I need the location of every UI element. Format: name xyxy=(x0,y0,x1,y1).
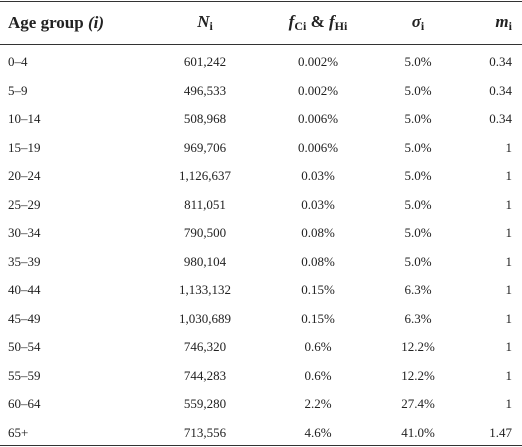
table-cell: 0.002% xyxy=(297,54,339,69)
header-text: & xyxy=(306,12,329,31)
table-cell: 6.3% xyxy=(404,282,432,297)
table-cell: 5.0% xyxy=(404,54,432,69)
table-cell: 5–9 xyxy=(8,82,28,98)
table-cell: 45–49 xyxy=(8,310,41,326)
table-cell: 1,030,689 xyxy=(179,310,231,326)
table-cell: 5.0% xyxy=(404,111,432,126)
table-cell: 0.08% xyxy=(301,225,335,240)
header-rule xyxy=(0,44,522,45)
table-cell: 559,280 xyxy=(183,396,227,411)
bottom-rule xyxy=(0,445,522,446)
header-text: Age group xyxy=(8,13,88,32)
header-symbol: σ xyxy=(411,12,421,31)
table-cell: 969,706 xyxy=(183,139,227,155)
table-cell: 41.0% xyxy=(401,424,435,440)
table-cell: 496,533 xyxy=(183,82,227,98)
header-cell: fCi & fHi xyxy=(289,12,348,34)
table-cell: 0.006% xyxy=(297,111,339,126)
table-cell: 60–64 xyxy=(8,396,41,411)
table-cell: 5.0% xyxy=(404,168,432,183)
header-symbol: N xyxy=(197,12,210,31)
table-cell: 2.2% xyxy=(304,396,332,411)
table-cell: 4.6% xyxy=(304,424,332,440)
table-cell: 30–34 xyxy=(8,225,41,240)
header-cell: σi xyxy=(412,12,425,34)
table-cell: 25–29 xyxy=(8,196,41,212)
table-cell: 50–54 xyxy=(8,339,41,354)
table-cell: 1,126,637 xyxy=(179,168,231,183)
table-cell: 980,104 xyxy=(183,253,227,269)
table-cell: 1.47 xyxy=(489,424,512,440)
table-cell: 1 xyxy=(505,253,513,269)
table-cell: 1 xyxy=(505,282,513,297)
table-cell: 0.15% xyxy=(301,282,335,297)
table-cell: 12.2% xyxy=(401,339,435,354)
table-cell: 0.34 xyxy=(489,111,512,126)
top-rule xyxy=(0,1,522,2)
table-cell: 0.006% xyxy=(297,139,339,155)
table-cell: 0.15% xyxy=(301,310,335,326)
header-cell: Age group (i) xyxy=(8,13,104,33)
table-cell: 0.08% xyxy=(301,253,335,269)
table-cell: 65+ xyxy=(8,424,29,440)
table-cell: 601,242 xyxy=(183,54,227,69)
header-cell: Ni xyxy=(197,12,213,34)
header-symbol: m xyxy=(495,12,509,31)
table-cell: 713,556 xyxy=(183,424,227,440)
table-cell: 10–14 xyxy=(8,111,41,126)
table-cell: 1 xyxy=(505,310,513,326)
header-subscript: i xyxy=(508,19,512,33)
table-cell: 12.2% xyxy=(401,367,435,383)
table-cell: 811,051 xyxy=(184,196,226,212)
header-subscript: i xyxy=(209,19,213,33)
table-cell: 55–59 xyxy=(8,367,41,383)
table-cell: 1 xyxy=(505,196,513,212)
table-cell: 508,968 xyxy=(183,111,227,126)
table-cell: 744,283 xyxy=(183,367,227,383)
table-cell: 27.4% xyxy=(401,396,435,411)
table-cell: 1 xyxy=(505,168,513,183)
table-cell: 1 xyxy=(505,367,513,383)
table-cell: 0.03% xyxy=(301,168,335,183)
table-cell: 746,320 xyxy=(183,339,227,354)
header-symbol: f xyxy=(329,12,335,31)
table-cell: 1 xyxy=(505,139,513,155)
table-cell: 5.0% xyxy=(404,196,432,212)
table-cell: 0.6% xyxy=(304,367,332,383)
table-cell: 5.0% xyxy=(404,139,432,155)
table-cell: 1 xyxy=(505,339,513,354)
table-cell: 40–44 xyxy=(8,282,41,297)
table-cell: 0.03% xyxy=(301,196,335,212)
table-cell: 0.002% xyxy=(297,82,339,98)
table-cell: 0.34 xyxy=(489,54,512,69)
table-cell: 0–4 xyxy=(8,54,28,69)
table-cell: 1,133,132 xyxy=(179,282,231,297)
header-symbol: (i) xyxy=(87,13,105,32)
header-cell: mi xyxy=(495,12,512,34)
table-cell: 15–19 xyxy=(8,139,41,155)
table-cell: 35–39 xyxy=(8,253,41,269)
table-cell: 5.0% xyxy=(404,82,432,98)
table-cell: 5.0% xyxy=(404,253,432,269)
table-cell: 1 xyxy=(505,396,513,411)
table-cell: 5.0% xyxy=(404,225,432,240)
table-cell: 0.6% xyxy=(304,339,332,354)
table-cell: 6.3% xyxy=(404,310,432,326)
table-cell: 0.34 xyxy=(489,82,512,98)
table-cell: 20–24 xyxy=(8,168,41,183)
header-subscript: Hi xyxy=(334,19,348,33)
header-subscript: Ci xyxy=(294,19,307,33)
table-cell: 790,500 xyxy=(183,225,227,240)
header-subscript: i xyxy=(420,19,425,33)
header-symbol: f xyxy=(288,12,295,31)
table-cell: 1 xyxy=(505,225,513,240)
